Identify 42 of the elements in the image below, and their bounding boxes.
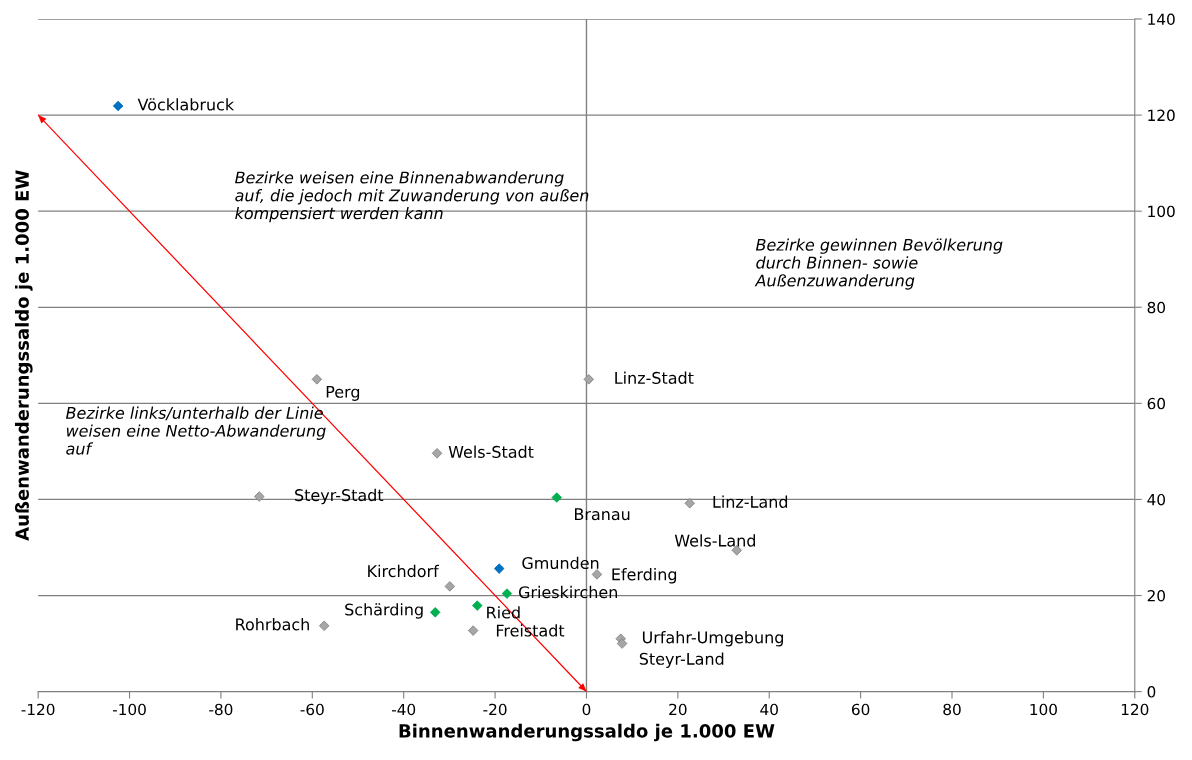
x-tick-label: -100 [112,703,146,716]
y-tick-label: 20 [1147,589,1166,602]
annotation: Wels-Land [674,534,755,547]
annotation: Perg [326,385,360,401]
annotation: Rohrbach [236,618,309,631]
annotation: Linz-Land [713,495,788,508]
annotation: Bezirke weisen eine Binnenabwanderung auf, die jedoch mit Zuwanderung von außen kompensiert werden kann [235,171,589,223]
annotation: Steyr-Stadt [295,488,384,505]
x-tick-label: 40 [760,703,778,716]
x-tick-label: -40 [391,703,416,716]
y-tick-label: 60 [1147,397,1166,410]
annotation: Schärding [345,603,423,619]
x-tick-label: 100 [1030,703,1057,716]
annotation: Wels-Stadt [448,445,534,458]
y-axis-title: Außenwanderungssaldo je 1.000 EW [14,170,33,541]
x-tick-label: 60 [851,703,870,716]
annotation: Bezirke gewinnen Bevölkerung durch Binnen- sowie Außenzuwanderung [754,238,1003,290]
x-tick-label: -60 [300,703,324,716]
annotation: Eferding [612,568,677,584]
y-tick-label: 40 [1147,493,1166,506]
annotation: Urfahr-Umgebung [642,631,783,647]
x-tick-label: -80 [209,703,233,716]
y-tick-label: 80 [1147,301,1166,314]
x-tick-label: 20 [669,703,687,716]
y-tick-label: 100 [1148,205,1175,218]
x-tick-label: 0 [582,703,591,716]
annotation: Steyr-Land [639,652,724,668]
annotation: Vöcklabruck [137,98,235,111]
y-tick-label: 140 [1148,13,1175,26]
annotation: Grieskirchen [518,585,617,599]
x-axis-title: Binnenwanderungssaldo je 1.000 EW [399,723,775,742]
x-tick-label: -120 [21,703,55,716]
annotation: Linz-Stadt [615,371,694,384]
x-tick-label: 120 [1121,703,1149,716]
y-tick-label: 0 [1147,686,1156,698]
y-tick-label: 120 [1148,109,1175,122]
x-tick-label: -20 [483,703,507,716]
annotation: Branau [575,508,630,521]
annotation: Kirchdorf [368,564,440,578]
x-tick-label: 80 [943,703,961,716]
annotation: Bezirke links/unterhalb der Linie weisen eine Netto-Abwanderung auf [65,406,326,455]
annotation: Gmunden [522,556,599,570]
